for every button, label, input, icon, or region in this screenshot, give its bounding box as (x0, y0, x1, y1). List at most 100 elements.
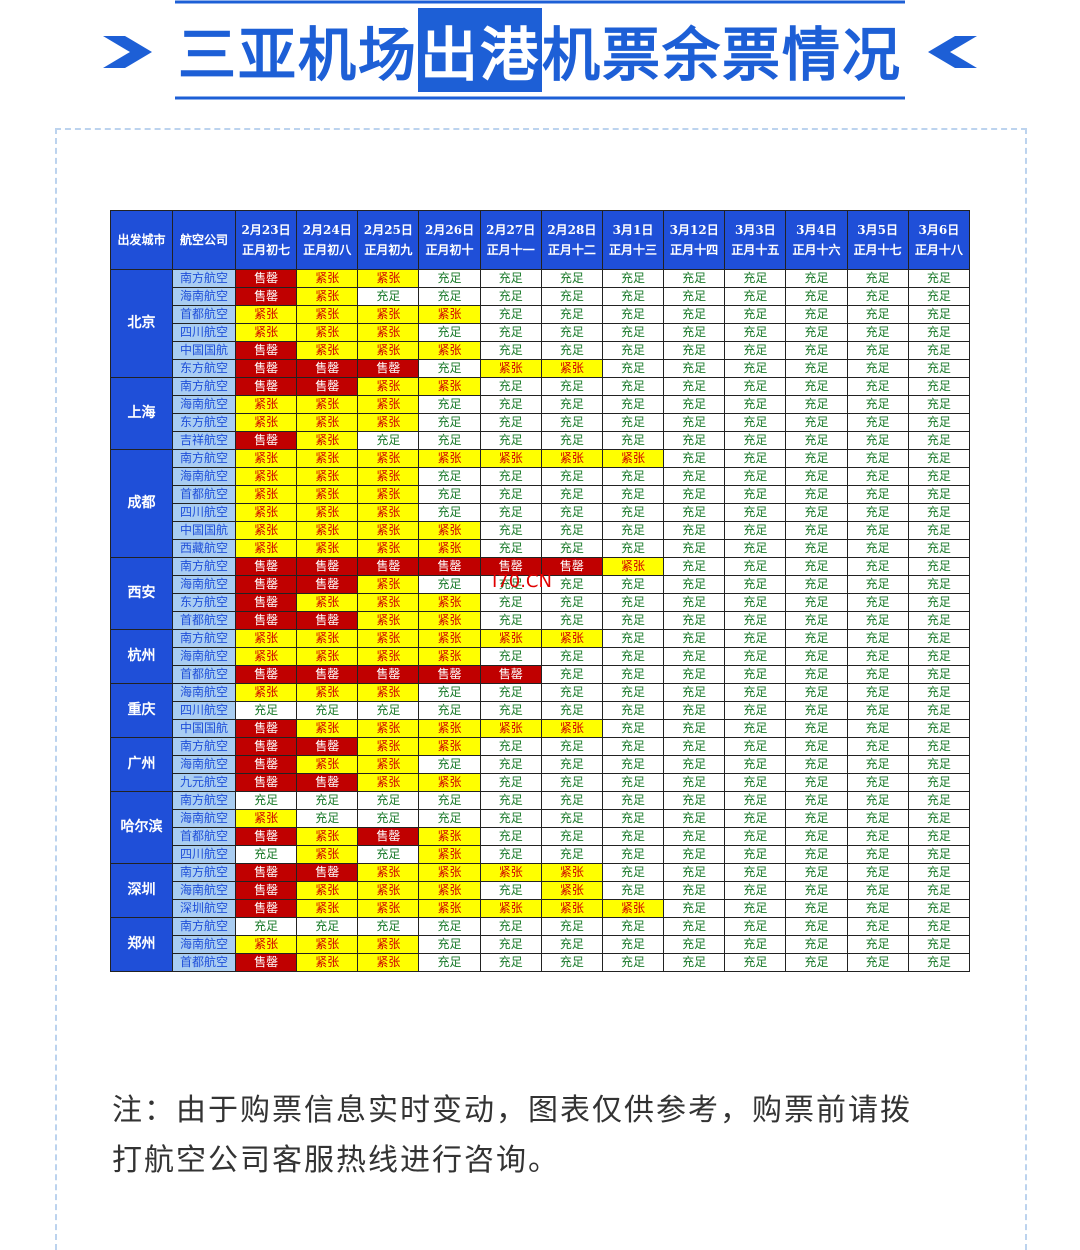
row: 广州 南方航空 售罄 售罄 紧张 紧张 充足 充足 充足 充足 充足 充足 充足 充足 (110, 737, 971, 792)
status-cell: 充足 (601, 773, 665, 792)
status-cell: 售罄 (234, 899, 298, 918)
status-cell: 充足 (907, 503, 971, 522)
status-cell: 紧张 (540, 863, 603, 882)
status-cell: 充足 (663, 917, 726, 936)
status-cell: 充足 (846, 863, 909, 882)
status-cell: 充足 (785, 611, 848, 630)
status-cell: 充足 (357, 701, 420, 720)
status-cell: 紧张 (357, 377, 420, 396)
status-cell: 充足 (785, 557, 848, 576)
status-cell: 紧张 (296, 521, 359, 540)
status-cell: 充足 (907, 593, 971, 612)
lunar-date: 正月十一 (486, 243, 535, 257)
status-cell: 充足 (601, 323, 665, 342)
row: 郑州 南方航空 充足 充足 充足 充足 充足 充足 充足 充足 充足 充足 充足 充足 (110, 917, 971, 972)
status-cell: 售罄 (296, 557, 359, 576)
status-cell: 充足 (724, 503, 787, 522)
status-cell: 紧张 (296, 287, 359, 306)
status-cell: 充足 (846, 359, 909, 378)
status-cell: 充足 (663, 953, 726, 972)
status-cell: 售罄 (234, 827, 298, 846)
status-cell: 紧张 (296, 935, 359, 954)
status-cell: 充足 (846, 917, 909, 936)
row: 东方航空 紧张 紧张 紧张 充足 充足 充足 充足 充足 充足 充足 充足 充足 (111, 413, 971, 432)
status-cell: 充足 (785, 881, 848, 900)
status-cell: 充足 (418, 287, 481, 306)
status-cell: 充足 (724, 323, 787, 342)
status-cell: 充足 (479, 701, 542, 720)
status-cell: 充足 (479, 287, 542, 306)
status-cell: 紧张 (357, 503, 420, 522)
lunar-date: 正月十八 (914, 243, 963, 257)
status-cell: 充足 (663, 755, 726, 774)
status-cell: 充足 (907, 953, 971, 972)
status-cell: 充足 (418, 701, 481, 720)
status-cell: 充足 (907, 863, 971, 882)
row: 中国国航 紧张 紧张 紧张 紧张 充足 充足 充足 充足 充足 充足 充足 充足 (111, 521, 971, 540)
airline-cell: 首都航空 (172, 611, 236, 630)
status-cell: 充足 (479, 305, 542, 324)
status-cell: 充足 (724, 287, 787, 306)
status-cell: 紧张 (234, 467, 298, 486)
status-cell: 充足 (846, 521, 909, 540)
status-cell: 售罄 (296, 773, 359, 792)
status-cell: 充足 (907, 341, 971, 360)
status-cell: 充足 (663, 827, 726, 846)
status-cell: 紧张 (418, 827, 481, 846)
date-header: 2月26日 正月初十 (418, 210, 481, 270)
status-cell: 售罄 (296, 863, 359, 882)
status-cell: 充足 (296, 917, 359, 936)
status-cell: 充足 (234, 845, 298, 864)
status-cell: 紧张 (357, 449, 420, 468)
status-cell: 充足 (846, 575, 909, 594)
status-cell: 充足 (785, 917, 848, 936)
status-cell: 充足 (846, 809, 909, 828)
status-cell: 紧张 (601, 557, 665, 576)
status-cell: 充足 (540, 917, 603, 936)
status-cell: 紧张 (296, 413, 359, 432)
status-cell: 充足 (540, 431, 603, 450)
row: 西藏航空 紧张 紧张 紧张 紧张 充足 充足 充足 充足 充足 充足 充足 充足 (111, 539, 971, 558)
status-cell: 紧张 (296, 845, 359, 864)
status-cell: 充足 (846, 413, 909, 432)
status-cell: 紧张 (418, 863, 481, 882)
airline-cell: 首都航空 (172, 305, 236, 324)
status-cell: 充足 (846, 719, 909, 738)
airline-cell: 深圳航空 (172, 899, 236, 918)
status-cell: 紧张 (296, 305, 359, 324)
status-cell: 紧张 (540, 899, 603, 918)
status-cell: 紧张 (479, 629, 542, 648)
airline-cell: 海南航空 (172, 647, 236, 666)
status-cell: 紧张 (357, 341, 420, 360)
title-text: 机票余票情况 (542, 21, 903, 89)
status-cell: 充足 (846, 377, 909, 396)
row: 中国国航 售罄 紧张 紧张 紧张 充足 充足 充足 充足 充足 充足 充足 充足 (111, 341, 971, 360)
status-cell: 售罄 (357, 665, 420, 684)
status-cell: 充足 (418, 323, 481, 342)
status-cell: 充足 (907, 395, 971, 414)
status-cell: 充足 (663, 413, 726, 432)
status-cell: 充足 (846, 647, 909, 666)
header-cell: 航空公司 (172, 210, 236, 270)
airline-cell: 东方航空 (172, 413, 236, 432)
status-cell: 充足 (846, 593, 909, 612)
status-cell: 充足 (601, 953, 665, 972)
status-cell: 充足 (418, 791, 481, 810)
lunar-date: 正月初九 (364, 243, 413, 257)
date-header: 3月3日 正月十五 (724, 210, 787, 270)
status-cell: 充足 (724, 773, 787, 792)
status-cell: 充足 (785, 395, 848, 414)
status-cell: 充足 (724, 521, 787, 540)
status-cell: 充足 (663, 521, 726, 540)
status-cell: 充足 (479, 269, 542, 288)
status-cell: 充足 (724, 647, 787, 666)
status-cell: 充足 (785, 359, 848, 378)
status-cell: 紧张 (479, 449, 542, 468)
status-cell: 充足 (907, 809, 971, 828)
status-cell: 充足 (663, 359, 726, 378)
status-cell: 充足 (663, 899, 726, 918)
status-cell: 充足 (907, 575, 971, 594)
status-cell: 充足 (785, 863, 848, 882)
city-cell: 哈尔滨 (110, 791, 173, 864)
airline-cell: 四川航空 (172, 503, 236, 522)
